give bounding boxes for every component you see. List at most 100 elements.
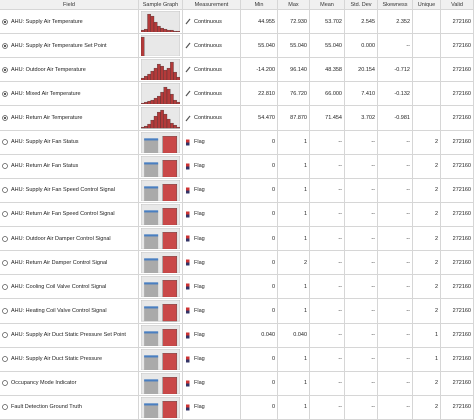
header-text: Skewness [382,1,408,8]
std-dev-cell: -- [345,202,378,228]
graph-thumbnail [141,300,180,322]
skewness-cell: -- [378,154,413,179]
min-cell: 0 [241,251,278,276]
measurement: Flag [194,187,205,194]
min-cell: 0 [241,371,278,396]
unique: 2 [434,187,438,194]
field-cell: AHU: Outdoor Air Damper Control Signal [0,227,139,252]
std-dev: -- [371,307,375,314]
min-cell: 54.470 [241,106,278,131]
field-cell: AHU: Heating Coil Valve Control Signal [0,299,139,324]
unique: 1 [434,356,438,363]
field-icon [2,283,8,290]
field-cell: AHU: Return Air Fan Speed Control Signal [0,202,139,228]
unique-cell [413,106,441,131]
unique: 2 [434,404,438,411]
measurement-cell: Flag [183,347,241,372]
measurement: Flag [194,235,205,242]
mean-cell: -- [310,347,345,372]
max: 72.930 [290,18,307,25]
field: AHU: Supply Air Temperature Set Point [11,42,107,49]
max-cell: 55.040 [278,34,310,59]
std-dev-cell: -- [345,299,378,324]
unique: 2 [434,283,438,290]
min: 0 [271,259,275,266]
std-dev: -- [371,356,375,363]
min: 44.955 [258,18,275,25]
measurement-icon [186,404,190,411]
measurement-icon [186,283,190,290]
valid: 272160 [452,380,471,387]
column-header: Sample Graph [139,0,183,10]
valid-cell: 272160 [441,34,474,59]
mean-cell: -- [310,395,345,420]
skewness: -- [406,404,410,411]
graph-thumbnail [141,372,180,394]
skewness: -- [406,235,410,242]
mean-cell: 71.454 [310,106,345,131]
unique-cell: 2 [413,371,441,396]
valid-cell: 272160 [441,347,474,372]
column-header: Min [241,0,278,10]
valid-cell: 272160 [441,58,474,83]
skewness-cell: -- [378,251,413,276]
max: 1 [303,404,307,411]
skewness-cell: -- [378,323,413,348]
graph-thumbnail [141,35,180,57]
min-cell: -14.200 [241,58,278,83]
std-dev: -- [371,404,375,411]
measurement-icon [186,380,190,387]
field: AHU: Return Air Damper Control Signal [11,259,108,266]
valid: 272160 [452,307,471,314]
max: 1 [303,356,307,363]
header-text: Field [63,1,75,8]
graph-thumbnail [141,11,180,33]
max-cell: 1 [278,395,310,420]
measurement-icon [186,332,190,339]
unique-cell: 2 [413,154,441,179]
min-cell: 0 [241,154,278,179]
valid: 272160 [452,332,471,339]
max: 87.870 [290,115,307,122]
valid: 272160 [452,115,471,122]
field: AHU: Heating Coil Valve Control Signal [11,307,107,314]
field-cell: AHU: Return Air Fan Status [0,154,139,179]
max-cell: 2 [278,251,310,276]
min-cell: 0 [241,202,278,228]
max-cell: 72.930 [278,10,310,35]
sample-graph [139,202,183,228]
valid-cell: 272160 [441,227,474,252]
field-icon [2,356,8,363]
field-icon [2,259,8,266]
max-cell: 1 [278,299,310,324]
graph-thumbnail [141,83,180,105]
max: 1 [303,187,307,194]
valid-cell: 272160 [441,299,474,324]
skewness-cell: -0.981 [378,106,413,131]
skewness: -- [406,163,410,170]
min: 0 [271,211,275,218]
unique-cell: 2 [413,395,441,420]
mean: -- [338,235,342,242]
measurement: Continuous [194,66,222,73]
measurement: Continuous [194,42,222,49]
mean-cell: -- [310,130,345,155]
max-cell: 87.870 [278,106,310,131]
std-dev-cell: -- [345,178,378,203]
std-dev: -- [371,259,375,266]
skewness-cell: -0.132 [378,82,413,107]
mean: -- [338,404,342,411]
mean: 55.040 [325,42,342,49]
mean-cell: -- [310,202,345,228]
std-dev-cell: 2.545 [345,10,378,35]
max: 2 [303,259,307,266]
measurement: Flag [194,139,205,146]
unique-cell: 2 [413,275,441,300]
std-dev: -- [371,380,375,387]
max-cell: 0.040 [278,323,310,348]
skewness-cell: -- [378,395,413,420]
skewness: -0.132 [394,90,410,97]
max-cell: 1 [278,154,310,179]
measurement-icon [185,66,191,73]
graph-thumbnail [141,107,180,129]
